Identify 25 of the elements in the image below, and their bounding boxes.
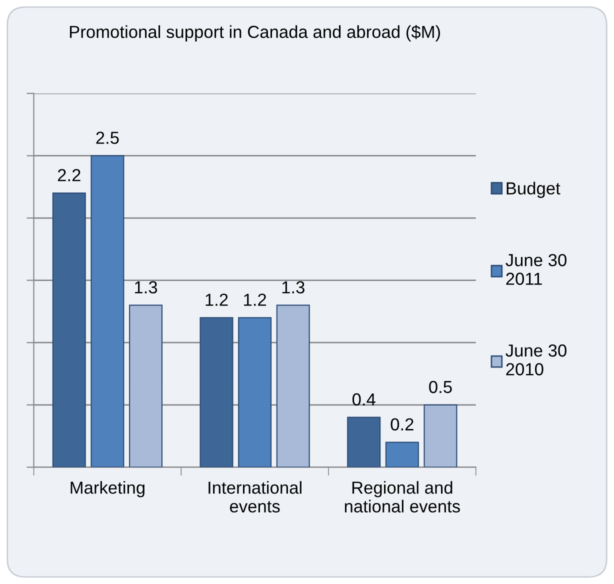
data-label: 1.2: [244, 294, 266, 306]
bar: [129, 304, 163, 468]
legend-label: June 30 2010: [506, 344, 566, 376]
bar: [424, 404, 458, 468]
data-label: 1.3: [135, 281, 158, 294]
bar: [347, 416, 381, 468]
bar: [238, 317, 272, 468]
legend-label: Budget: [506, 182, 560, 198]
data-label: 0.5: [429, 380, 452, 394]
data-label: 2.5: [96, 132, 119, 144]
data-label: 0.2: [390, 418, 414, 431]
data-label: 1.3: [282, 281, 304, 294]
bar: [385, 442, 419, 468]
legend-label: June 30 2011: [506, 254, 566, 285]
x-tick-label: Regional and national events: [344, 481, 460, 513]
bar: [276, 304, 310, 468]
data-label: 1.2: [206, 294, 228, 306]
bar: [52, 192, 86, 468]
bar: [90, 155, 124, 468]
chart-title: Promotional support in Canada and abroad ($M): [70, 25, 440, 42]
bar: [200, 317, 234, 468]
data-label: 0.4: [352, 393, 376, 406]
data-label: 2.2: [58, 169, 80, 182]
x-tick-label: International events: [208, 481, 302, 513]
x-tick-label: Marketing: [70, 481, 144, 498]
